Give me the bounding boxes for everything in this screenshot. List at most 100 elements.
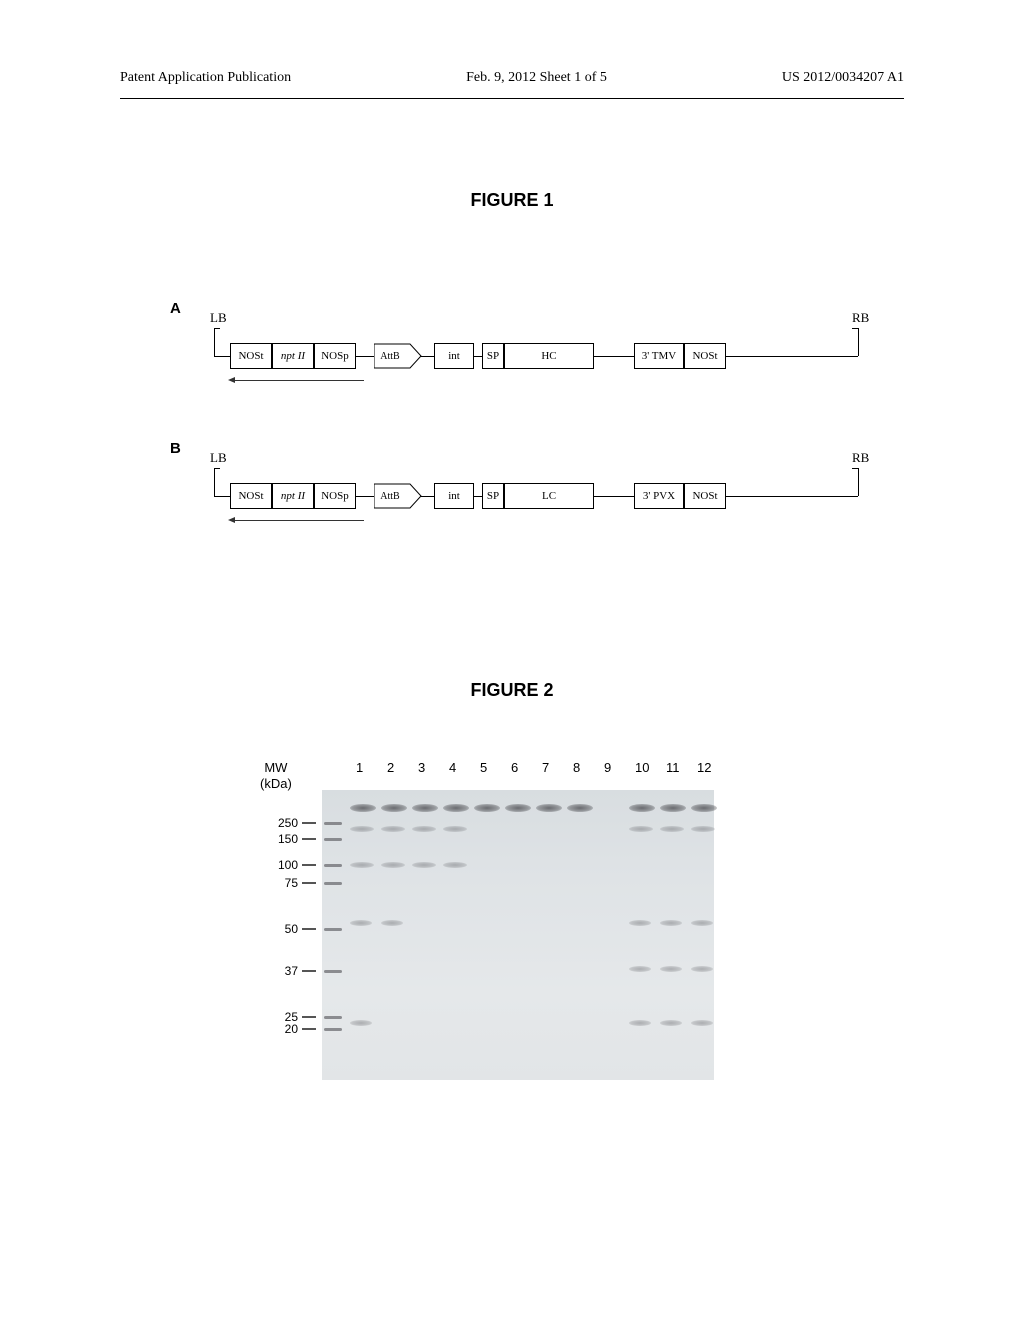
mw-tick-label: 100 xyxy=(268,858,298,872)
gel-band xyxy=(660,920,682,926)
panel-b-rb-stem xyxy=(858,468,859,496)
gel-image xyxy=(322,790,714,1080)
gel-band xyxy=(629,826,653,832)
lane-number: 4 xyxy=(449,760,456,775)
mw-tick-dash xyxy=(302,970,316,972)
panel-a-rb: RB xyxy=(852,310,869,326)
mw-tick-dash xyxy=(302,864,316,866)
gel-band xyxy=(691,966,713,972)
gel-band xyxy=(660,826,684,832)
gel-band xyxy=(412,826,436,832)
lane-number: 1 xyxy=(356,760,363,775)
header-rule xyxy=(120,98,904,99)
gel-band xyxy=(474,804,500,812)
gel-band xyxy=(381,920,403,926)
mw-tick-label: 20 xyxy=(268,1022,298,1036)
lane-number: 6 xyxy=(511,760,518,775)
panel-b-back-arrow xyxy=(234,520,364,521)
mw-tick-dash xyxy=(302,822,316,824)
panel-a-rb-tick xyxy=(852,328,858,329)
panel-a-lb-tick xyxy=(214,328,220,329)
ladder-band xyxy=(324,882,342,885)
box-int-b: int xyxy=(434,483,474,509)
box-attb-arrow-b: AttB xyxy=(374,482,422,510)
gel-band xyxy=(412,804,438,812)
mw-header: MW (kDa) xyxy=(260,760,292,791)
lane-number: 2 xyxy=(387,760,394,775)
gel-band xyxy=(660,1020,682,1026)
gel-band xyxy=(381,862,405,868)
lane-number: 3 xyxy=(418,760,425,775)
ladder-band xyxy=(324,1016,342,1019)
panel-b-rb: RB xyxy=(852,450,869,466)
figure-1-title: FIGURE 1 xyxy=(0,190,1024,211)
mw-bottom: (kDa) xyxy=(260,776,292,792)
gel-band xyxy=(412,862,436,868)
gel-band xyxy=(629,804,655,812)
box-sp-b: SP xyxy=(482,483,504,509)
gel-band xyxy=(443,804,469,812)
gel-band xyxy=(629,920,651,926)
mw-tick-dash xyxy=(302,928,316,930)
mw-tick-label: 37 xyxy=(268,964,298,978)
box-3tmv: 3' TMV xyxy=(634,343,684,369)
header-right: US 2012/0034207 A1 xyxy=(782,70,904,86)
panel-b-lb-stem xyxy=(214,468,215,496)
gel-band xyxy=(350,862,374,868)
lane-number: 7 xyxy=(542,760,549,775)
panel-b-construct: NOSt npt II NOSp AttB int SP LC 3' PVX N… xyxy=(230,482,726,510)
box-lc: LC xyxy=(504,483,594,509)
panel-b-label: B xyxy=(170,440,181,457)
box-int: int xyxy=(434,343,474,369)
gel-band xyxy=(350,920,372,926)
header-left: Patent Application Publication xyxy=(120,70,291,86)
mw-tick-label: 75 xyxy=(268,876,298,890)
figure-2-title: FIGURE 2 xyxy=(0,680,1024,701)
box-nost: NOSt xyxy=(230,343,272,369)
gel-band xyxy=(629,1020,651,1026)
mw-tick-dash xyxy=(302,1016,316,1018)
lane-number: 12 xyxy=(697,760,711,775)
gel-band xyxy=(567,804,593,812)
ladder-band xyxy=(324,864,342,867)
mw-tick-label: 50 xyxy=(268,922,298,936)
gel-band xyxy=(536,804,562,812)
gel-band xyxy=(381,804,407,812)
lane-number: 10 xyxy=(635,760,649,775)
box-nost2-b: NOSt xyxy=(684,483,726,509)
box-nosp-b: NOSp xyxy=(314,483,356,509)
ladder-band xyxy=(324,838,342,841)
box-nptii-b: npt II xyxy=(272,483,314,509)
mw-tick-dash xyxy=(302,1028,316,1030)
gel-band xyxy=(443,826,467,832)
lane-number: 5 xyxy=(480,760,487,775)
gel-band xyxy=(381,826,405,832)
ladder-band xyxy=(324,928,342,931)
lane-number: 11 xyxy=(666,760,680,775)
panel-b-rb-tick xyxy=(852,468,858,469)
box-3pvx: 3' PVX xyxy=(634,483,684,509)
gel-band xyxy=(350,1020,372,1026)
mw-top: MW xyxy=(260,760,292,776)
attb-text-b: AttB xyxy=(380,491,400,502)
lane-number: 9 xyxy=(604,760,611,775)
box-nost2: NOSt xyxy=(684,343,726,369)
header-center: Feb. 9, 2012 Sheet 1 of 5 xyxy=(466,70,607,86)
gel-band xyxy=(660,966,682,972)
gel-band xyxy=(691,804,717,812)
gel-band xyxy=(691,1020,713,1026)
box-hc: HC xyxy=(504,343,594,369)
mw-tick-dash xyxy=(302,882,316,884)
box-attb-arrow: AttB xyxy=(374,342,422,370)
panel-a-lb-stem xyxy=(214,328,215,356)
box-sp: SP xyxy=(482,343,504,369)
panel-a-label: A xyxy=(170,300,181,317)
panel-b-lb: LB xyxy=(210,450,227,466)
mw-tick-label: 250 xyxy=(268,816,298,830)
gel-band xyxy=(629,966,651,972)
panel-a-lb: LB xyxy=(210,310,227,326)
gel-band xyxy=(660,804,686,812)
gel-band xyxy=(350,826,374,832)
attb-text: AttB xyxy=(380,351,400,362)
lane-number: 8 xyxy=(573,760,580,775)
